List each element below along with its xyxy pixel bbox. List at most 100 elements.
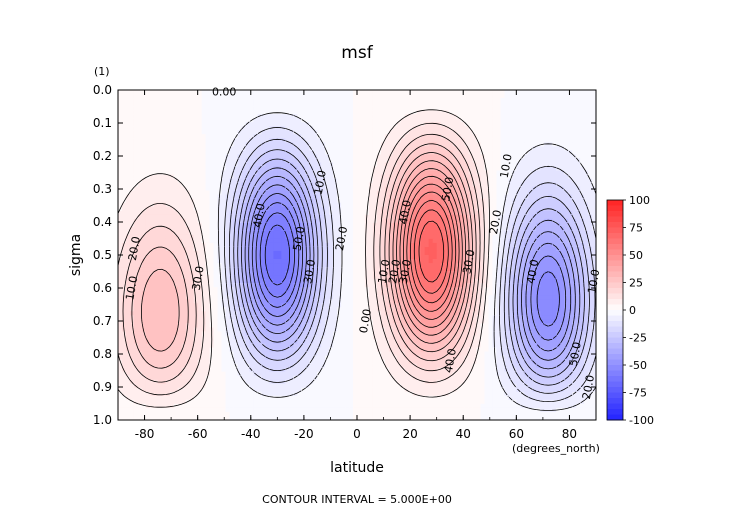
field-cell: [480, 94, 486, 99]
field-cell: [556, 158, 561, 164]
field-cell: [149, 222, 155, 228]
field-cell: [376, 238, 382, 244]
field-cell: [540, 202, 545, 208]
field-cell: [400, 178, 406, 184]
field-cell: [121, 118, 127, 123]
field-cell: [205, 98, 211, 103]
field-cell: [404, 182, 410, 188]
field-cell: [321, 190, 326, 196]
field-cell: [317, 138, 322, 143]
field-cell: [161, 122, 167, 127]
field-cell: [301, 146, 306, 151]
field-cell: [121, 166, 127, 172]
field-cell: [488, 230, 494, 236]
field-cell: [556, 186, 561, 192]
field-cell: [261, 246, 266, 252]
field-cell: [548, 186, 553, 192]
field-cell: [261, 146, 266, 151]
field-cell: [524, 178, 529, 184]
field-cell: [133, 246, 139, 252]
field-cell: [364, 110, 370, 115]
field-cell: [548, 162, 553, 168]
field-cell: [125, 122, 131, 127]
field-cell: [496, 210, 501, 216]
field-cell: [400, 190, 406, 196]
field-cell: [193, 102, 199, 107]
field-cell: [253, 166, 259, 172]
field-cell: [273, 178, 278, 184]
field-cell: [432, 98, 438, 103]
field-cell: [424, 206, 430, 212]
field-cell: [321, 178, 326, 184]
field-cell: [416, 170, 422, 176]
field-cell: [568, 246, 573, 252]
field-cell: [261, 118, 266, 123]
field-cell: [580, 222, 585, 228]
field-cell: [572, 138, 577, 143]
field-cell: [380, 255, 386, 260]
field-cell: [404, 106, 410, 111]
field-cell: [564, 118, 569, 123]
field-cell: [189, 170, 195, 176]
field-cell: [309, 210, 314, 216]
field-cell: [424, 226, 430, 232]
field-cell: [392, 198, 398, 204]
field-cell: [197, 130, 203, 135]
field-cell: [416, 134, 422, 139]
field-cell: [145, 130, 151, 135]
field-cell: [213, 106, 219, 111]
field-cell: [392, 118, 398, 123]
field-cell: [540, 194, 545, 200]
field-cell: [392, 242, 398, 248]
field-cell: [560, 138, 565, 143]
field-cell: [341, 182, 346, 188]
field-cell: [504, 142, 509, 147]
field-cell: [165, 166, 171, 172]
field-cell: [285, 210, 290, 216]
field-cell: [364, 106, 370, 111]
field-cell: [472, 234, 478, 240]
field-cell: [217, 202, 223, 208]
field-cell: [213, 178, 219, 184]
field-cell: [500, 218, 505, 224]
field-cell: [329, 98, 334, 103]
field-cell: [468, 98, 474, 103]
field-cell: [464, 202, 470, 208]
field-cell: [285, 198, 290, 204]
field-cell: [281, 242, 286, 248]
field-cell: [472, 126, 478, 131]
field-cell: [197, 182, 203, 188]
field-cell: [564, 158, 569, 164]
field-cell: [289, 198, 294, 204]
field-cell: [560, 246, 565, 252]
field-cell: [368, 202, 374, 208]
field-cell: [153, 162, 159, 168]
field-cell: [524, 190, 529, 196]
field-cell: [193, 126, 199, 131]
field-cell: [269, 118, 274, 123]
field-cell: [309, 170, 314, 176]
field-cell: [253, 238, 259, 244]
field-cell: [177, 230, 183, 236]
field-cell: [213, 170, 219, 176]
field-cell: [384, 90, 390, 95]
chart-title: msf: [341, 43, 373, 63]
field-cell: [360, 166, 366, 172]
field-cell: [121, 182, 127, 188]
field-cell: [249, 238, 255, 244]
field-cell: [209, 122, 215, 127]
field-cell: [149, 230, 155, 236]
field-cell: [269, 134, 274, 139]
field-cell: [329, 222, 334, 228]
field-cell: [257, 255, 262, 260]
field-cell: [448, 138, 454, 143]
field-cell: [384, 194, 390, 200]
field-cell: [456, 94, 462, 99]
field-cell: [388, 206, 394, 212]
field-cell: [313, 238, 318, 244]
field-cell: [281, 230, 286, 236]
field-cell: [572, 110, 577, 115]
field-cell: [209, 238, 215, 244]
field-cell: [189, 186, 195, 192]
